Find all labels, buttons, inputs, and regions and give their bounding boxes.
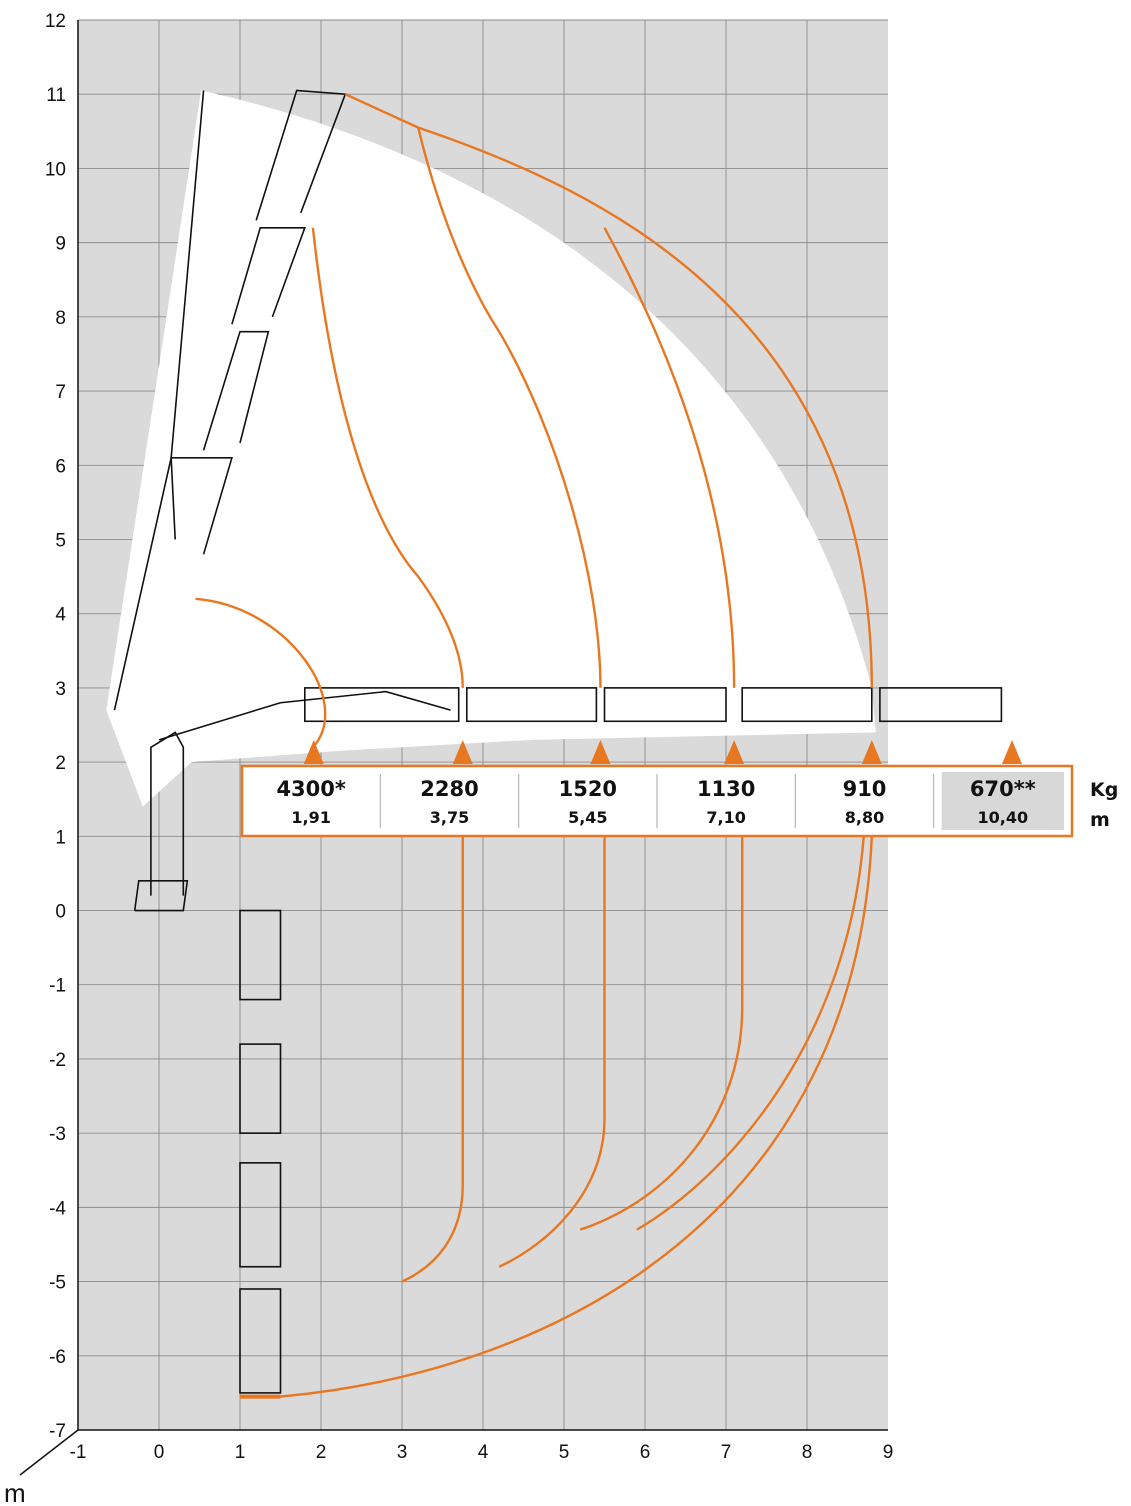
- capacity-load: 4300*: [276, 777, 345, 801]
- y-tick-label: -1: [49, 976, 66, 997]
- x-tick-labels: -1 0 1 2 3 4 5 6 7 8 9: [70, 1442, 894, 1463]
- reach-curve-2: [311, 227, 464, 688]
- crane-extension-3: [603, 687, 727, 723]
- capacity-load: 1520: [559, 777, 617, 801]
- load-unit-label: Kg: [1090, 779, 1118, 801]
- crane-stored-extension-1: [239, 909, 282, 1001]
- reach-curve-4: [603, 227, 736, 688]
- y-tick-label: 11: [46, 85, 66, 106]
- reach-unit-label: m: [1090, 809, 1110, 831]
- crane-extension-2: [465, 687, 598, 723]
- x-tick-label: 1: [235, 1442, 246, 1463]
- y-tick-label: 12: [45, 11, 66, 32]
- capacity-load: 910: [843, 777, 887, 801]
- x-tick-label: 7: [721, 1442, 732, 1463]
- crane-extension-1: [303, 687, 460, 723]
- y-tick-label: -6: [49, 1347, 66, 1368]
- y-tick-label: 5: [55, 530, 66, 551]
- axis-origin-diagonal: [19, 1429, 79, 1476]
- capacity-load: 1130: [697, 777, 755, 801]
- capacity-reach: 5,45: [568, 808, 607, 827]
- reach-curve-3: [417, 127, 602, 688]
- x-tick-label: 0: [154, 1442, 165, 1463]
- x-tick-label: 4: [478, 1442, 489, 1463]
- reach-curves: [195, 93, 873, 1398]
- axis-unit-label: m: [4, 1478, 26, 1506]
- x-tick-label: 6: [640, 1442, 651, 1463]
- capacity-load: 670**: [970, 777, 1036, 801]
- reach-marker: [303, 740, 324, 764]
- x-tick-label: 3: [397, 1442, 408, 1463]
- reach-curve-lower-5: [280, 836, 873, 1398]
- reach-marker: [590, 740, 611, 764]
- y-tick-label: 7: [55, 382, 66, 403]
- y-tick-label: 10: [45, 159, 66, 180]
- capacity-reach: 10,40: [978, 808, 1029, 827]
- reach-curve-outer: [344, 93, 873, 688]
- crane-stored-extension-2: [239, 1043, 282, 1134]
- crane-column: [150, 731, 185, 896]
- crane-boom-section-2: [202, 330, 270, 451]
- y-tick-label: -3: [49, 1124, 66, 1145]
- x-tick-label: 5: [559, 1442, 570, 1463]
- y-tick-label: 0: [55, 902, 66, 923]
- capacity-load: 2280: [420, 777, 478, 801]
- crane-extension-5: [879, 687, 1003, 723]
- capacity-reach: 1,91: [291, 808, 330, 827]
- reach-curve-lower-4: [636, 836, 865, 1231]
- y-tick-label: 4: [55, 605, 66, 626]
- reach-marker: [1002, 740, 1022, 764]
- reach-marker: [861, 740, 882, 764]
- y-tick-label: -2: [49, 1050, 66, 1071]
- x-tick-label: 8: [802, 1442, 813, 1463]
- y-tick-label: 3: [55, 679, 66, 700]
- reach-marker: [724, 740, 745, 764]
- capacity-cell-highlight: [941, 772, 1064, 830]
- reach-curve-1: [195, 597, 327, 749]
- axes: [19, 20, 888, 1476]
- capacity-reach: 8,80: [845, 808, 884, 827]
- y-tick-label: -7: [49, 1421, 66, 1442]
- crane-stored-extension-4: [239, 1288, 282, 1394]
- crane-boom-section-1: [170, 457, 233, 555]
- x-tick-label: 2: [316, 1442, 327, 1463]
- capacity-reach: 7,10: [706, 808, 745, 827]
- crane-extension-4: [741, 687, 873, 723]
- reach-curve-lower-2: [498, 836, 606, 1268]
- crane-boom-section-3: [231, 226, 306, 325]
- crane-boom-section-4: [255, 89, 347, 221]
- reach-marker: [452, 740, 473, 764]
- capacity-table: 4300* 1,91 2280 3,75 1520 5,45 1130 7,10 910 8,80…: [240, 740, 1074, 838]
- x-tick-label: -1: [70, 1442, 87, 1463]
- capacity-reach: 3,75: [430, 808, 469, 827]
- reach-curve-lower-3: [579, 836, 744, 1231]
- crane-drawing: [113, 89, 1003, 1399]
- x-tick-label: 9: [883, 1442, 894, 1463]
- reach-curve-lower-1: [401, 836, 464, 1283]
- crane-base: [133, 880, 189, 912]
- working-envelope: [106, 90, 876, 807]
- y-tick-label: -5: [49, 1273, 66, 1294]
- y-tick-label: -4: [49, 1198, 66, 1219]
- y-tick-label: 8: [55, 308, 66, 329]
- y-tick-label: 9: [55, 234, 66, 255]
- y-tick-label: 1: [55, 827, 66, 848]
- y-tick-label: 2: [55, 753, 66, 774]
- y-tick-label: 6: [55, 456, 66, 477]
- crane-main-arm: [158, 690, 451, 741]
- crane-stored-extension-3: [239, 1162, 282, 1268]
